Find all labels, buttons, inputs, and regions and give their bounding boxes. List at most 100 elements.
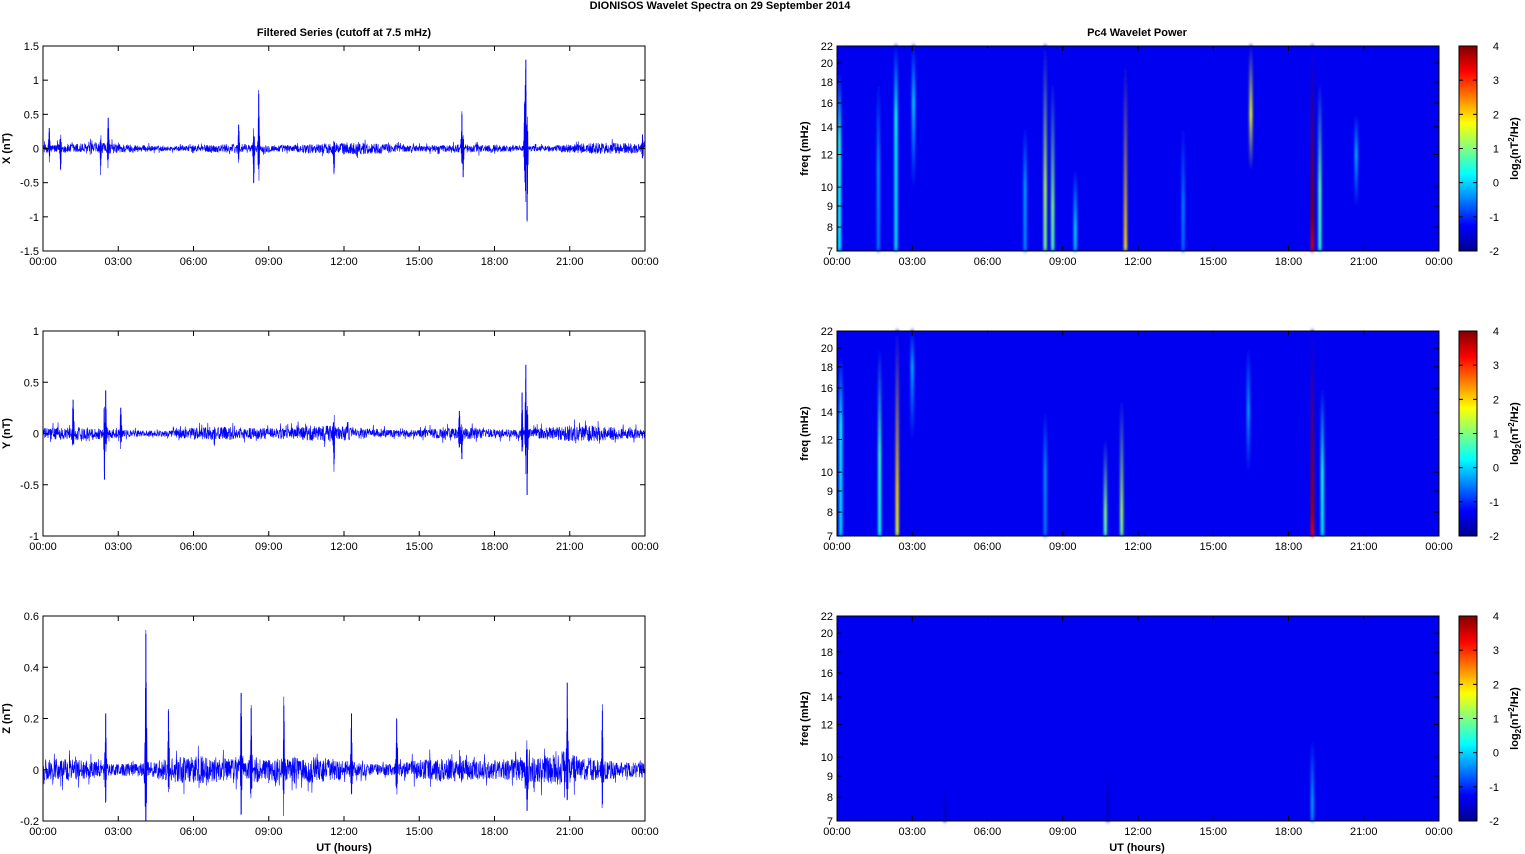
panel-y-ytick-label: 1 [33,326,39,338]
panel-x-xtick-label: 09:00 [255,256,283,268]
wavelet-2-ytick-label: 8 [827,507,833,519]
wavelet-3-ytick-label: 14 [821,692,833,704]
panel-y-ytick-label: 0 [33,429,39,441]
panel-z-ytick-label: 0.4 [24,662,39,674]
panel-y-series-line [42,378,646,492]
wavelet-1-ytick-label: 9 [827,201,833,213]
panels-group: 1.510.50-0.5-1-1.500:00 03:00 06:00 09:00 12… [1,41,1523,838]
panel-x-ylabel: X (nT) [1,133,13,164]
panel-x-xtick-label: 21:00 [556,256,584,268]
wavelet-1-xtick-label: 00:00 [823,256,851,268]
wavelet-2-ylabel: freq (mHz) [799,406,811,461]
wavelet-1-colorbar-tick-label: -2 [1489,246,1499,258]
panel-y-xtick-label: 00:00 [631,541,659,553]
panel-z-xtick-label: 15:00 [405,826,433,838]
wavelet-1-xtick-label: 12:00 [1124,256,1152,268]
wavelet-1-colorbar-tick-label: 2 [1493,109,1499,121]
wavelet-3-colorbar-tick-label: 3 [1493,645,1499,657]
wavelet-3-ytick-label: 12 [821,720,833,732]
panel-z-xtick-label: 06:00 [180,826,208,838]
panel-x-xtick-label: 03:00 [104,256,132,268]
panel-z-xtick-label: 00:00 [631,826,659,838]
wavelet-2-ytick-label: 16 [821,383,833,395]
wavelet-2-streak [1043,411,1047,536]
wavelet-2-ytick-label: 20 [821,343,833,355]
wavelet-1-colorbar-tick-label: 4 [1493,41,1499,53]
wavelet-1-streak [1043,46,1047,251]
panel-x-ytick-label: 0 [33,144,39,156]
panel-y-xtick-label: 06:00 [180,541,208,553]
wavelet-2-streak [878,348,882,536]
wavelet-1-xtick-label: 06:00 [974,256,1002,268]
wavelet-3-xtick-label: 12:00 [1124,826,1152,838]
wavelet-3-ytick-label: 16 [821,668,833,680]
wavelet-2-ytick-label: 14 [821,407,833,419]
wavelet-3-xtick-label: 03:00 [898,826,926,838]
panel-x-xtick-label: 18:00 [481,256,509,268]
wavelet-3-ytick-label: 9 [827,771,833,783]
wavelet-3-ytick-label: 10 [821,752,833,764]
panel-x-xtick-label: 12:00 [330,256,358,268]
panel-z-series-line [42,629,646,822]
panel-z-xtick-label: 00:00 [29,826,57,838]
wavelet-1-colorbar-tick-label: 1 [1493,144,1499,156]
wavelet-2-streak [1246,348,1250,473]
wavelet-1-xtick-label: 18:00 [1275,256,1303,268]
wavelet-3-streak [1106,776,1110,821]
wavelet-1-streak [1073,170,1077,251]
wavelet-1-xtick-label: 00:00 [1425,256,1453,268]
wavelet-1-colorbar-tick-label: 3 [1493,75,1499,87]
wavelet-3-streak [1310,740,1314,821]
wavelet-2-xtick-label: 06:00 [974,541,1002,553]
panel-z-ytick-label: -0.2 [20,816,39,828]
wavelet-3-ytick-label: 18 [821,647,833,659]
panel-z-ytick-label: 0.2 [24,714,39,726]
panel-y-xtick-label: 12:00 [330,541,358,553]
wavelet-1-streak [876,81,880,251]
wavelet-2-xtick-label: 00:00 [1425,541,1453,553]
wavelet-2-ytick-label: 10 [821,467,833,479]
wavelet-3-colorbar-tick-label: 0 [1493,748,1499,760]
wavelet-2-ytick-label: 7 [827,531,833,543]
wavelet-2-xtick-label: 00:00 [823,541,851,553]
wavelet-1-streaks [837,46,1358,251]
wavelet-2-colorbar-label: log2(nT2/Hz) [1507,402,1523,465]
wavelet-3-colorbar-label: log2(nT2/Hz) [1507,687,1523,750]
panel-x-ytick-label: -1 [29,212,39,224]
wavelet-2-ytick-label: 12 [821,435,833,447]
wavelet-2-xtick-label: 15:00 [1199,541,1227,553]
panel-z-ylabel: Z (nT) [1,703,13,734]
panel-x-ytick-label: -0.5 [20,178,39,190]
wavelet-3-xtick-label: 15:00 [1199,826,1227,838]
wavelet-2-colorbar-tick-label: 1 [1493,429,1499,441]
panel-y-xtick-label: 15:00 [405,541,433,553]
wavelet-2-streak [1120,399,1124,536]
wavelet-3-xtick-label: 18:00 [1275,826,1303,838]
left-time-axis-label: UT (hours) [316,842,372,854]
wavelet-3-xtick-label: 00:00 [1425,826,1453,838]
wavelet-3-ytick-label: 8 [827,792,833,804]
wavelet-3-xtick-label: 09:00 [1049,826,1077,838]
wavelet-3-ytick-label: 7 [827,816,833,828]
panel-z-xtick-label: 03:00 [104,826,132,838]
wavelet-1-streak [894,46,898,251]
wavelet-1-streak [911,46,916,188]
wavelet-3-xtick-label: 06:00 [974,826,1002,838]
wavelet-2-streak [910,331,914,440]
wavelet-1-streak [1023,126,1027,251]
panel-y-ylabel: Y (nT) [1,418,13,449]
wavelet-1-colorbar-tick-label: -1 [1489,212,1499,224]
wavelet-2-colorbar-tick-label: 0 [1493,463,1499,475]
wavelet-2-streak [1310,331,1314,536]
wavelet-1-xtick-label: 21:00 [1350,256,1378,268]
wavelet-2-streak [1103,439,1107,536]
panel-x-ytick-label: 1 [33,75,39,87]
wavelet-2-streak [839,357,843,536]
wavelet-2-streak [1320,388,1324,536]
panel-x-series-line [42,68,646,222]
wavelet-1-ytick-label: 12 [821,150,833,162]
wavelet-3-xtick-label: 00:00 [823,826,851,838]
panel-x-ytick-label: 1.5 [24,41,39,53]
panel-z-xtick-label: 09:00 [255,826,283,838]
panel-x-xtick-label: 15:00 [405,256,433,268]
